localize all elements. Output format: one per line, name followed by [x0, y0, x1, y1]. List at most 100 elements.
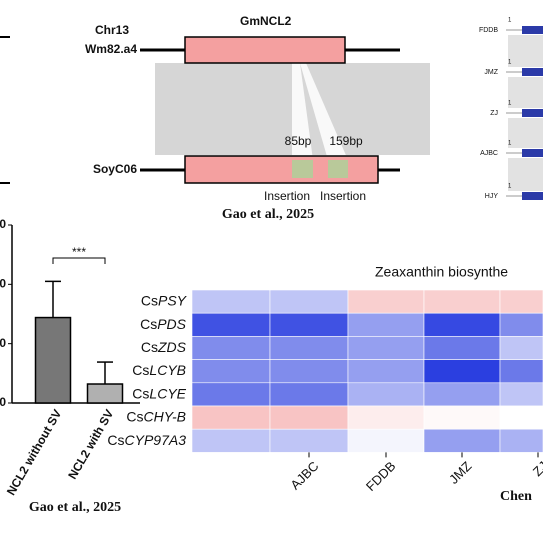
gene-name: PDS	[157, 316, 186, 332]
accession-label: AJBC	[480, 150, 498, 157]
heatmap-cell	[347, 289, 425, 314]
gene-name: PSY	[158, 292, 188, 308]
heatmap-cell	[191, 336, 271, 360]
y-tick-label: 3000	[0, 217, 6, 231]
heatmap-cell	[347, 336, 425, 360]
heatmap-cell	[269, 359, 349, 384]
position-label: 1	[508, 18, 512, 24]
insertion-label: Insertion	[320, 189, 366, 203]
heatmap-cell	[269, 382, 349, 407]
accession-label: JMZ	[484, 69, 498, 76]
position-label: 1	[508, 141, 512, 147]
bar	[86, 383, 124, 404]
heatmap-cell	[423, 382, 501, 407]
heatmap-cell	[423, 312, 501, 337]
heatmap-cell	[269, 405, 349, 430]
exon	[522, 192, 543, 200]
insertion-box	[328, 160, 348, 178]
row-label: CsCYP97A3	[107, 432, 186, 448]
heatmap-cell	[499, 312, 543, 337]
heatmap-cell	[191, 428, 271, 453]
insertion-link	[292, 63, 313, 160]
row-label: CsLCYE	[132, 385, 186, 401]
link	[508, 118, 543, 148]
row-label: CsPSY	[141, 292, 188, 308]
heatmap-cell	[499, 405, 543, 430]
heatmap-cell	[499, 336, 543, 360]
gene-diagram: Chr13 GmNCL2 Wm82.a4 SoyC06 85bp 159bp I…	[85, 14, 430, 222]
y-tick-label: 2000	[0, 277, 6, 291]
exon	[522, 149, 543, 157]
heatmap-cell	[191, 405, 271, 430]
gene-models: FDDB 1 JMZ 1 ZJ 1 AJBC 1 HJY 1	[479, 18, 543, 200]
heatmap-title: Zeaxanthin biosynthe	[375, 264, 508, 280]
gene-box	[184, 155, 379, 184]
heatmap-cell	[347, 405, 425, 430]
heatmap-cell	[191, 289, 271, 314]
link	[508, 35, 543, 67]
x-tick-label: NCL2 without SV	[4, 407, 64, 498]
heatmap-cell	[269, 336, 349, 360]
x-tick-label: AJBC	[287, 458, 321, 492]
insertion-link	[300, 63, 348, 160]
gene-prefix: Cs	[132, 385, 149, 401]
gene-prefix: Cs	[140, 316, 157, 332]
gene-name: ZDS	[157, 339, 187, 355]
x-tick-label: JMZ	[446, 458, 475, 487]
gene-prefix: Cs	[141, 339, 158, 355]
heatmap-cell	[423, 359, 501, 384]
x-tick-label: ZJ	[530, 458, 543, 479]
insertion-box	[292, 160, 313, 178]
heatmap-cell	[423, 405, 501, 430]
gene-name: CYP97A3	[125, 432, 187, 448]
heatmap-cell	[499, 289, 543, 314]
heatmap-cell	[347, 359, 425, 384]
heatmap: Zeaxanthin biosyntheCsPSYCsPDSCsZDSCsLCY…	[107, 264, 543, 504]
heatmap-cell	[423, 336, 501, 360]
gene-label: GmNCL2	[240, 14, 292, 28]
heatmap-cell	[347, 382, 425, 407]
gene-name: LCYB	[149, 362, 186, 378]
exon	[522, 26, 543, 34]
row-label: CsPDS	[140, 316, 187, 332]
heatmap-cell	[423, 289, 501, 314]
heatmap-cell	[191, 382, 271, 407]
gene-box	[184, 36, 346, 64]
insertion-label: Insertion	[264, 189, 310, 203]
row-label: CsCHY-B	[126, 408, 186, 424]
position-label: 1	[508, 101, 512, 107]
chromosome-label: Chr13	[95, 23, 129, 37]
row-label: CsLCYB	[132, 362, 186, 378]
insertion-size: 85bp	[285, 134, 312, 148]
heatmap-cell	[191, 359, 271, 384]
genome-label: Wm82.a4	[85, 42, 137, 56]
exon	[522, 68, 543, 76]
citation: Gao et al., 2025	[29, 500, 121, 515]
genome-label: SoyC06	[93, 162, 137, 176]
row-label: CsZDS	[141, 339, 187, 355]
heatmap-cell	[269, 312, 349, 337]
gene-prefix: Cs	[141, 292, 158, 308]
accession-label: HJY	[485, 193, 499, 200]
gene-prefix: Cs	[132, 362, 149, 378]
heatmap-cell	[423, 428, 501, 453]
accession-label: FDDB	[479, 27, 498, 34]
y-tick-label: 0	[0, 395, 6, 409]
significance-bracket	[52, 257, 106, 264]
heatmap-cell	[347, 428, 425, 453]
significance-label: ***	[72, 245, 86, 259]
gene-name: CHY-B	[143, 408, 186, 424]
heatmap-cell	[499, 382, 543, 407]
gene-prefix: Cs	[126, 408, 143, 424]
link	[508, 158, 543, 191]
exon	[522, 109, 543, 117]
heatmap-cell	[269, 289, 349, 314]
citation: Gao et al., 2025	[222, 207, 314, 222]
heatmap-cell	[269, 428, 349, 453]
accession-label: ZJ	[490, 110, 498, 117]
gene-name: LCYE	[149, 385, 186, 401]
